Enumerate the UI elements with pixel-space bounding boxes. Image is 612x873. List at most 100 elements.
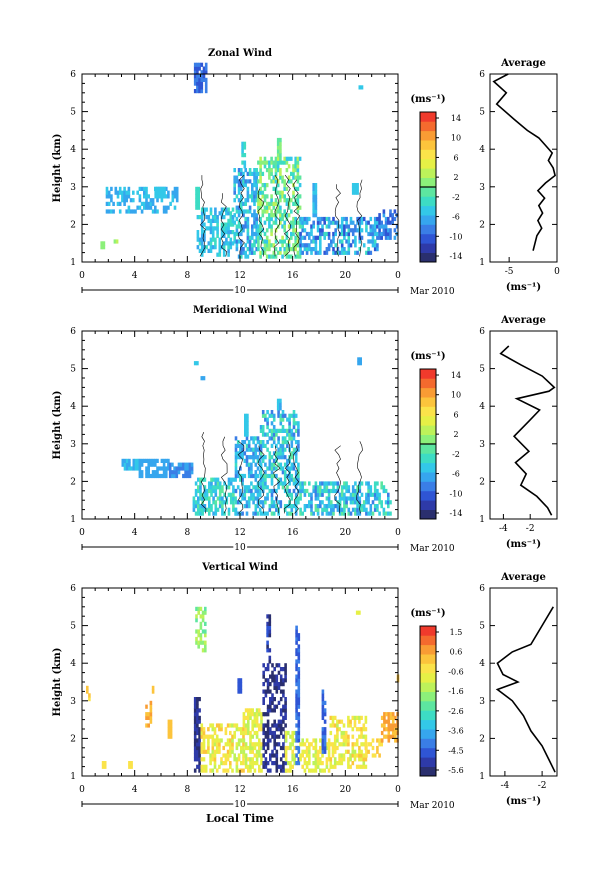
heatmap-cell (331, 723, 335, 728)
heatmap-cell (211, 233, 215, 238)
heatmap-cell (266, 492, 269, 497)
heatmap-cell (247, 727, 250, 732)
colorbar-swatch (420, 397, 436, 407)
heatmap-cell (249, 761, 252, 766)
heatmap-cell (297, 723, 301, 728)
heatmap-cell (110, 186, 113, 191)
heatmap-cell (254, 436, 258, 441)
heatmap-cell (231, 218, 235, 223)
average-frame (489, 73, 558, 263)
heatmap-cell (256, 485, 260, 490)
heatmap-cell (338, 511, 342, 516)
heatmap-cell (247, 719, 250, 724)
heatmap-cell (353, 753, 357, 758)
heatmap-cell (273, 667, 276, 672)
heatmap-cell (347, 749, 350, 754)
heatmap-cell (312, 511, 315, 516)
heatmap-cell (345, 485, 348, 490)
heatmap-cell (301, 224, 304, 229)
heatmap-cells (86, 606, 400, 773)
heatmap-cell (358, 719, 361, 724)
heatmap-cell (200, 215, 204, 220)
heatmap-cell (373, 231, 377, 237)
heatmap-cell (259, 224, 262, 229)
heatmap-cell (296, 254, 300, 259)
heatmap-cell (294, 511, 298, 516)
colorbar-tick-label: -10 (450, 489, 463, 498)
heatmap-cell (340, 224, 344, 229)
heatmap-cell (290, 156, 293, 161)
heatmap-cell (105, 201, 109, 206)
heatmap-cell (286, 466, 289, 471)
heatmap-cell (384, 224, 388, 229)
heatmap-cell (389, 235, 392, 240)
heatmap-cell (194, 504, 198, 509)
heatmap-cell (262, 663, 265, 668)
heatmap-cell (298, 205, 302, 210)
heatmap-cell (259, 481, 263, 486)
heatmap-cell (291, 730, 294, 736)
heatmap-cell (338, 753, 341, 758)
heatmap-cell (323, 216, 326, 222)
heatmap-cell (103, 761, 107, 766)
heatmap-cell (259, 205, 262, 210)
heatmap-cell (207, 248, 211, 253)
heatmap-cell (314, 209, 318, 214)
heatmap-cell (193, 89, 197, 94)
heatmap-cell (116, 201, 120, 206)
heatmap-cell (123, 190, 126, 195)
heatmap-cell (244, 757, 248, 762)
heatmap-cell (316, 757, 320, 762)
heatmap-cell (285, 254, 289, 259)
heatmap-cell (283, 428, 287, 433)
heatmap-cell (193, 712, 197, 717)
heatmap-cell (277, 670, 281, 675)
heatmap-cell (167, 723, 171, 728)
heatmap-cell (196, 723, 199, 728)
heatmap-cell (292, 413, 296, 418)
heatmap-cell (130, 761, 133, 766)
heatmap-cell (205, 207, 208, 212)
heatmap-cell (294, 220, 297, 225)
heatmap-cell (285, 231, 289, 237)
heatmap-cell (314, 201, 318, 206)
heatmap-cell (321, 511, 324, 516)
heatmap-cell (281, 443, 285, 448)
heatmap-cell (287, 201, 291, 206)
heatmap-cell (279, 168, 282, 173)
heatmap-cell (362, 761, 366, 766)
heatmap-cell (229, 723, 232, 728)
heatmap-cell (316, 228, 320, 233)
heatmap-cell (310, 496, 313, 501)
heatmap-cell (365, 511, 368, 516)
heatmap-cell (279, 443, 283, 448)
heatmap-cell (255, 220, 258, 225)
heatmap-cell (291, 738, 294, 743)
heatmap-cell (290, 254, 293, 259)
heatmap-cell (258, 738, 261, 743)
heatmap-cell (242, 228, 245, 233)
heatmap-cell (382, 209, 386, 214)
heatmap-cell (285, 201, 289, 206)
heatmap-cell (292, 220, 295, 225)
heatmap-cell (162, 462, 166, 467)
heatmap-cell (286, 417, 289, 422)
heatmap-cell (259, 216, 262, 222)
heatmap-cell (169, 730, 173, 736)
heatmap-cell (299, 511, 302, 516)
heatmap-cell (145, 466, 148, 471)
heatmap-cell (232, 500, 235, 505)
heatmap-cell (371, 738, 375, 743)
heatmap-cell (338, 250, 342, 255)
heatmap-cell (255, 742, 259, 747)
heatmap-cell (385, 712, 388, 717)
heatmap-cell (243, 496, 247, 501)
heatmap-cell (314, 488, 318, 494)
heatmap-cell (290, 492, 294, 497)
heatmap-cell (279, 398, 282, 403)
heatmap-cell (147, 194, 150, 199)
heatmap-cell (312, 738, 315, 743)
heatmap-cell (196, 738, 199, 743)
heatmap-cell (281, 235, 284, 240)
heatmap-cell (330, 504, 333, 509)
